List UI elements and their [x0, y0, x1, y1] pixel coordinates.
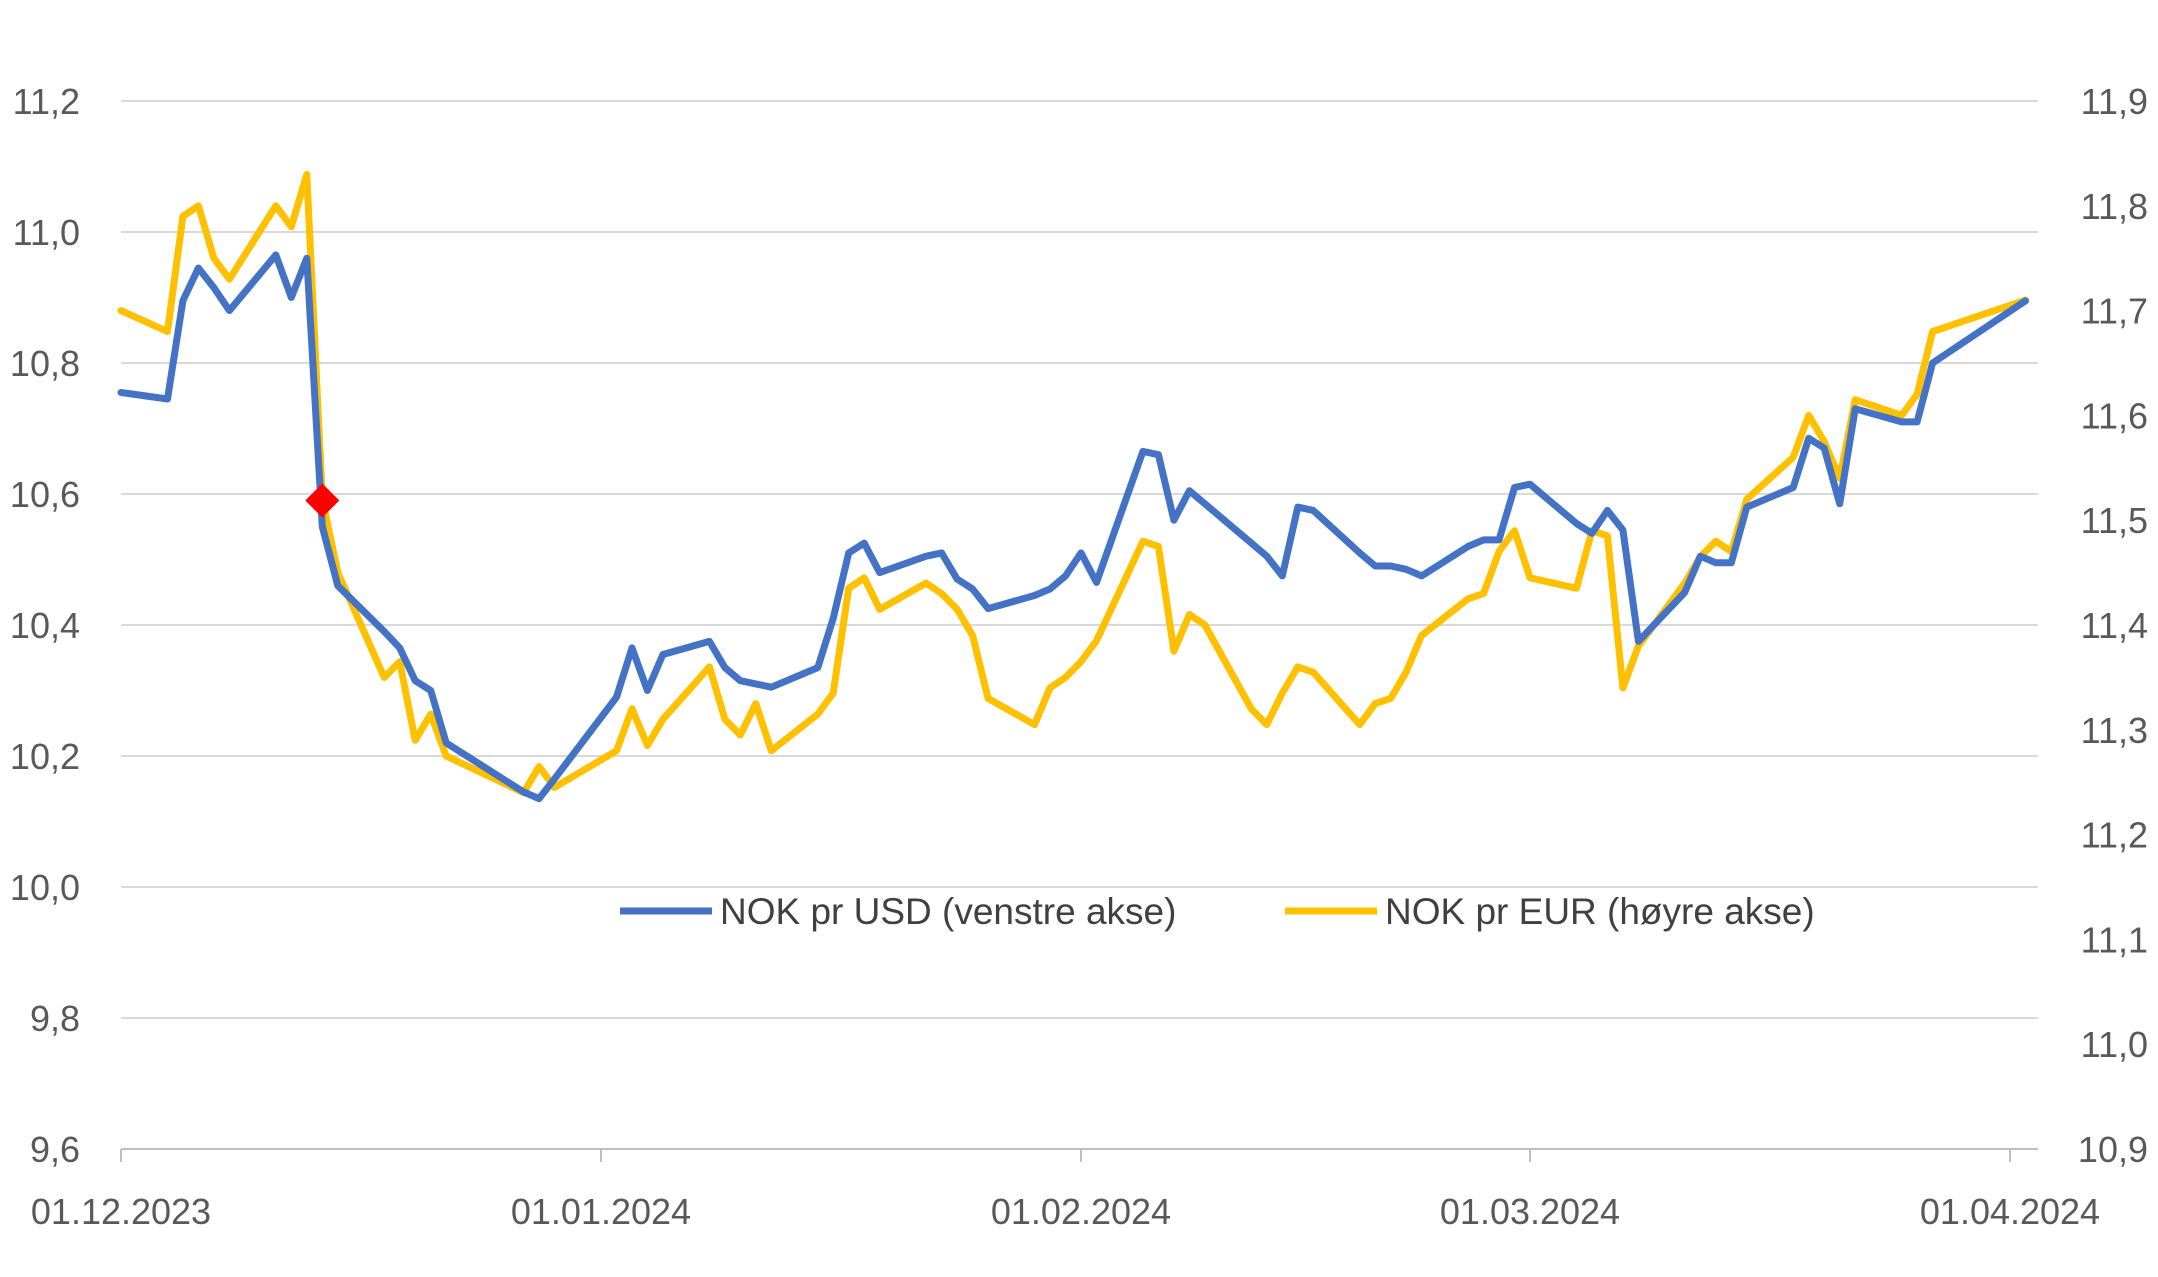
y-right-tick-label: 11,4: [2081, 605, 2148, 646]
y-right-tick-label: 10,9: [2078, 1129, 2148, 1170]
y-right-tick-label: 11,2: [2081, 815, 2148, 856]
y-right-tick-label: 11,0: [2081, 1024, 2148, 1065]
series-lines: [117, 170, 2029, 803]
y-left-tick-label: 10,2: [10, 736, 80, 777]
annotation-markers: [305, 483, 340, 518]
y-left-tick-label: 9,6: [30, 1129, 80, 1170]
y-right-tick-label: 11,3: [2081, 710, 2148, 751]
y-left-tick-label: 10,6: [10, 474, 80, 515]
legend-label-usd: NOK pr USD (venstre akse): [720, 891, 1176, 932]
x-tick-label: 01.12.2023: [31, 1191, 211, 1232]
x-tick-label: 01.01.2024: [511, 1191, 691, 1232]
y-right-tick-label: 11,7: [2081, 291, 2148, 332]
gridlines: [121, 100, 2038, 1019]
x-tick-label: 01.04.2024: [1920, 1191, 2100, 1232]
y-left-tick-label: 11,0: [13, 212, 80, 253]
y-right-tick-label: 11,6: [2081, 395, 2148, 436]
y-right-tick-label: 11,1: [2081, 919, 2148, 960]
y-left-tick-label: 11,2: [13, 81, 80, 122]
y-axis-left: 9,6 9,8 10,0 10,2 10,4 10,6 10,8 11,0 11,2: [10, 81, 80, 1170]
legend-label-eur: NOK pr EUR (høyre akse): [1385, 891, 1815, 932]
y-left-tick-label: 10,4: [10, 605, 80, 646]
x-tick-label: 01.03.2024: [1440, 1191, 1620, 1232]
y-left-tick-label: 9,8: [30, 998, 80, 1039]
y-axis-right: 10,9 11,0 11,1 11,2 11,3 11,4 11,5 11,6 11,7 11,8…: [2078, 81, 2148, 1170]
x-tick-label: 01.02.2024: [991, 1191, 1171, 1232]
y-left-tick-label: 10,0: [10, 867, 80, 908]
legend: NOK pr USD (venstre akse) NOK pr EUR (hø…: [620, 891, 1815, 932]
y-right-tick-label: 11,8: [2081, 186, 2148, 227]
series-line-usd: [117, 251, 2029, 803]
y-left-tick-label: 10,8: [10, 343, 80, 384]
x-axis: 01.12.2023 01.01.2024 01.02.2024 01.03.2024…: [31, 1148, 2100, 1232]
y-right-tick-label: 11,9: [2081, 81, 2148, 122]
red-diamond-marker: [305, 483, 340, 518]
y-right-tick-label: 11,5: [2081, 500, 2148, 541]
